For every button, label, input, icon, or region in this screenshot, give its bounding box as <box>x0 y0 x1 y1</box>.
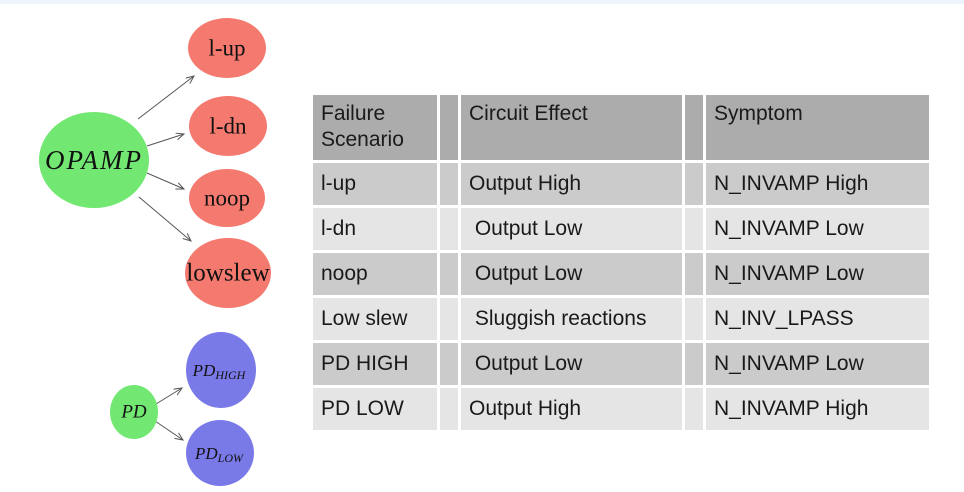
table-row: l-up Output High N_INVAMP High <box>313 163 929 205</box>
l-dn-ellipse <box>189 96 267 156</box>
opamp-ellipse <box>39 112 149 208</box>
top-window-strip <box>0 0 964 4</box>
edge-opamp-lowslew <box>138 196 191 241</box>
cell-spacer <box>685 343 703 385</box>
pd-ellipse <box>110 385 158 439</box>
header-circuit-effect: Circuit Effect <box>461 95 682 160</box>
pd-high-label: PDHIGH <box>192 361 247 383</box>
cell-spacer <box>685 388 703 430</box>
pd-high-node: PDHIGH <box>186 332 256 408</box>
cell-scenario: PD LOW <box>313 388 437 430</box>
cell-spacer <box>440 208 458 250</box>
noop-label: noop <box>204 186 250 211</box>
cell-scenario: l-up <box>313 163 437 205</box>
failure-node-l-up: l-up <box>188 18 266 78</box>
cell-spacer <box>685 208 703 250</box>
l-dn-label: l-dn <box>209 114 247 139</box>
pd-edges <box>154 388 183 440</box>
cell-spacer <box>440 253 458 295</box>
cell-effect: Output Low <box>461 208 682 250</box>
cell-scenario: noop <box>313 253 437 295</box>
table-row: PD LOW Output High N_INVAMP High <box>313 388 929 430</box>
noop-ellipse <box>189 169 265 227</box>
table-row: l-dn Output Low N_INVAMP Low <box>313 208 929 250</box>
cell-symptom: N_INVAMP Low <box>706 208 929 250</box>
opamp-node: OPAMP <box>39 112 149 208</box>
cell-symptom: N_INVAMP Low <box>706 343 929 385</box>
header-failure-scenario: Failure Scenario <box>313 95 437 160</box>
pd-label: PD <box>120 402 147 423</box>
edge-opamp-l-dn <box>146 134 184 147</box>
cell-symptom: N_INV_LPASS <box>706 298 929 340</box>
cell-scenario: PD HIGH <box>313 343 437 385</box>
pd-high-ellipse <box>186 332 256 408</box>
cell-effect: Output Low <box>461 343 682 385</box>
cell-effect: Output Low <box>461 253 682 295</box>
edge-opamp-l-up <box>137 76 194 120</box>
lowslew-label: lowslew <box>186 260 269 287</box>
cell-spacer <box>685 253 703 295</box>
failure-scenario-table: Failure Scenario Circuit Effect Symptom … <box>310 92 932 433</box>
l-up-label: l-up <box>208 36 245 61</box>
opamp-edges <box>137 76 194 241</box>
cell-spacer <box>440 388 458 430</box>
table-row: Low slew Sluggish reactions N_INV_LPASS <box>313 298 929 340</box>
failure-node-lowslew: lowslew <box>185 238 271 308</box>
opamp-label: OPAMP <box>45 145 143 175</box>
cell-scenario: Low slew <box>313 298 437 340</box>
failure-node-l-dn: l-dn <box>189 96 267 156</box>
cell-effect: Output High <box>461 388 682 430</box>
cell-symptom: N_INVAMP High <box>706 388 929 430</box>
table-header-row: Failure Scenario Circuit Effect Symptom <box>313 95 929 160</box>
pd-high-main: PD <box>192 361 216 380</box>
cell-symptom: N_INVAMP High <box>706 163 929 205</box>
pd-low-subscript: LOW <box>217 451 244 465</box>
pd-low-node: PDLOW <box>186 420 254 486</box>
table-row: PD HIGH Output Low N_INVAMP Low <box>313 343 929 385</box>
pd-high-subscript: HIGH <box>214 368 246 382</box>
edge-opamp-noop <box>146 172 184 189</box>
fault-tree-diagram: OPAMP l-up l-dn noop lowslew PD PDHIGH P… <box>39 18 271 486</box>
failure-node-noop: noop <box>189 169 265 227</box>
cell-effect: Output High <box>461 163 682 205</box>
pd-low-ellipse <box>186 420 254 486</box>
lowslew-ellipse <box>185 238 271 308</box>
header-spacer-2 <box>685 95 703 160</box>
l-up-ellipse <box>188 18 266 78</box>
table-row: noop Output Low N_INVAMP Low <box>313 253 929 295</box>
cell-spacer <box>685 298 703 340</box>
cell-spacer <box>440 343 458 385</box>
pd-node: PD <box>110 385 158 439</box>
edge-pd-pd-high <box>155 388 182 405</box>
header-symptom: Symptom <box>706 95 929 160</box>
cell-spacer <box>440 163 458 205</box>
header-spacer-1 <box>440 95 458 160</box>
cell-spacer <box>685 163 703 205</box>
cell-scenario: l-dn <box>313 208 437 250</box>
pd-low-label: PDLOW <box>194 444 244 466</box>
cell-effect: Sluggish reactions <box>461 298 682 340</box>
cell-symptom: N_INVAMP Low <box>706 253 929 295</box>
edge-pd-pd-low <box>154 420 183 440</box>
cell-spacer <box>440 298 458 340</box>
pd-low-main: PD <box>194 444 218 463</box>
